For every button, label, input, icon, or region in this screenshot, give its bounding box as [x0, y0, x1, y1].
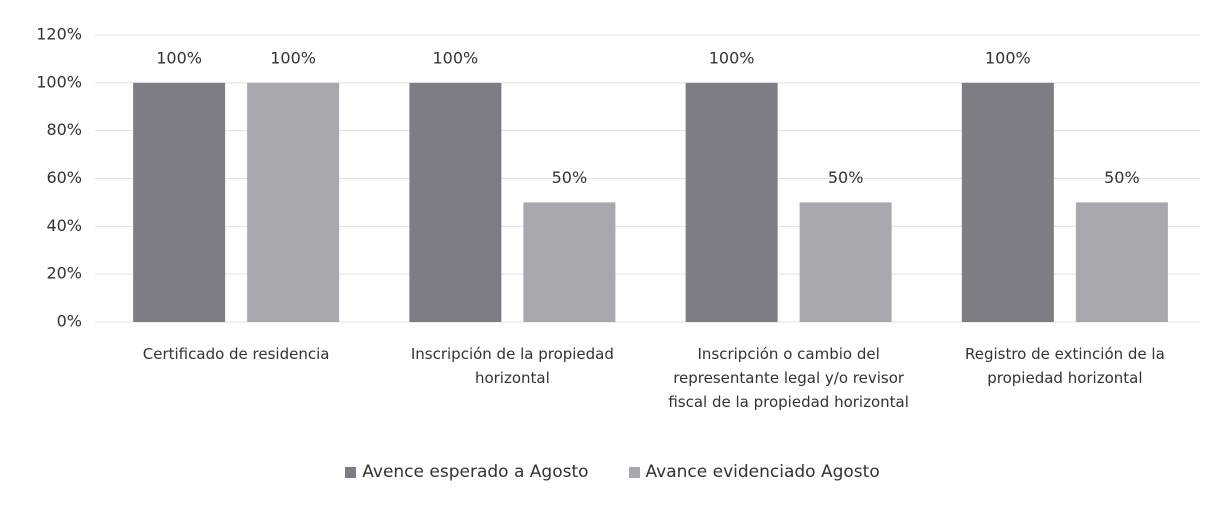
- data-label: 50%: [1104, 168, 1140, 187]
- legend-item: Avence esperado a Agosto: [345, 462, 589, 482]
- legend-swatch: [345, 466, 357, 478]
- bar: [409, 82, 502, 322]
- bar: [1075, 202, 1168, 322]
- y-tick-label: 0%: [57, 312, 82, 331]
- y-tick-label: 60%: [46, 168, 82, 187]
- data-label: 50%: [552, 168, 588, 187]
- bar: [247, 82, 340, 322]
- bar: [523, 202, 616, 322]
- bar: [685, 82, 778, 322]
- y-tick-label: 120%: [36, 25, 82, 44]
- data-label: 50%: [828, 168, 864, 187]
- x-tick-label: Certificado de residencia: [142, 345, 330, 363]
- x-tick-label: Inscripción o cambio del representante l…: [668, 345, 909, 411]
- data-label: 100%: [270, 48, 316, 67]
- data-label: 100%: [985, 48, 1031, 67]
- legend-label: Avance evidenciado Agosto: [645, 462, 880, 482]
- x-tick-label: Inscripción de la propiedad horizontal: [410, 345, 614, 387]
- bar: [799, 202, 892, 322]
- data-label: 100%: [709, 48, 755, 67]
- bar: [961, 82, 1054, 322]
- y-tick-label: 80%: [46, 120, 82, 139]
- legend-item: Avance evidenciado Agosto: [628, 462, 880, 482]
- legend-label: Avence esperado a Agosto: [362, 462, 589, 482]
- data-label: 100%: [433, 48, 479, 67]
- y-tick-label: 40%: [46, 216, 82, 235]
- y-tick-label: 20%: [46, 264, 82, 283]
- y-tick-label: 100%: [36, 72, 82, 91]
- data-label: 100%: [156, 48, 202, 67]
- x-tick-label: Registro de extinción de la propiedad ho…: [964, 345, 1165, 387]
- legend: Avence esperado a Agosto Avance evidencia…: [0, 462, 1225, 482]
- bar: [133, 82, 226, 322]
- legend-swatch: [628, 466, 640, 478]
